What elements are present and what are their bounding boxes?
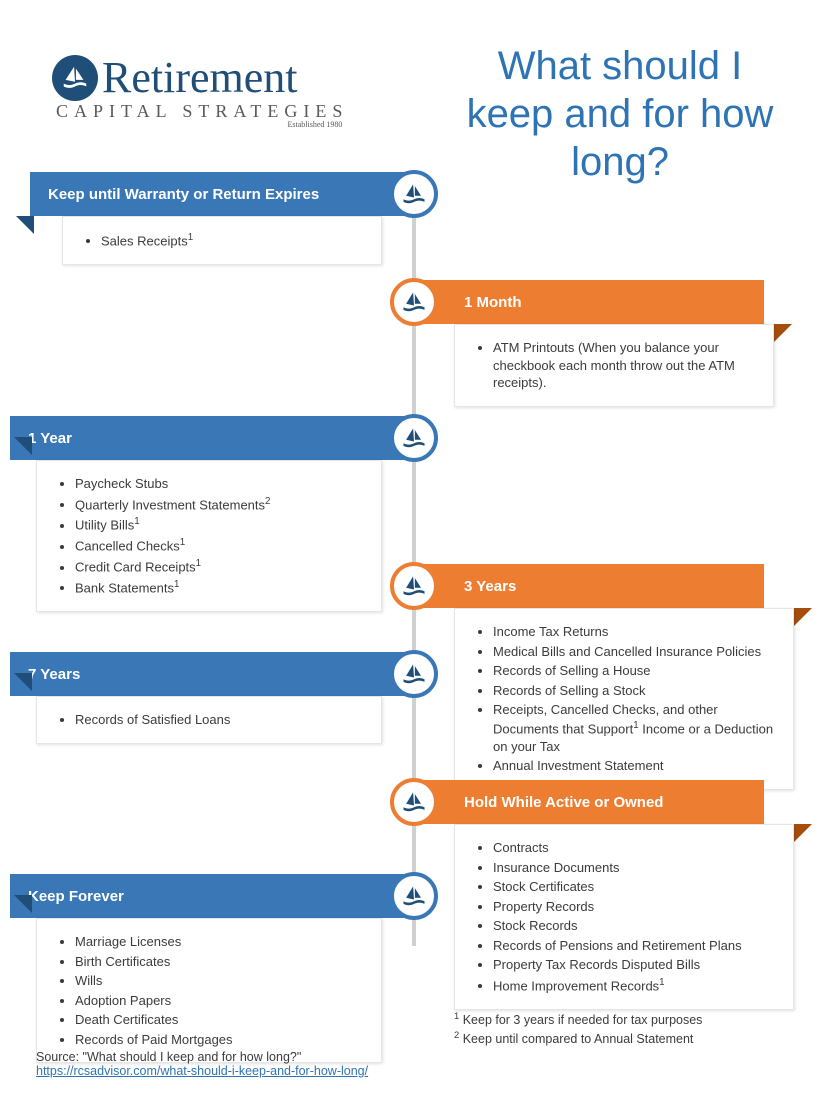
list-item: Records of Paid Mortgages	[75, 1031, 365, 1049]
section-header: 7 Years	[10, 652, 410, 696]
list-item: Sales Receipts1	[101, 231, 365, 250]
corner-fold	[14, 437, 32, 455]
section-body: Sales Receipts1	[62, 216, 382, 265]
section-header: Hold While Active or Owned	[414, 780, 764, 824]
timeline-medallion-icon	[390, 170, 438, 218]
source-link[interactable]: https://rcsadvisor.com/what-should-i-kee…	[36, 1064, 368, 1078]
timeline-medallion-icon	[390, 414, 438, 462]
list-item: Credit Card Receipts1	[75, 557, 365, 576]
list-item: Home Improvement Records1	[493, 976, 777, 995]
footnote-2: 2 Keep until compared to Annual Statemen…	[454, 1029, 774, 1048]
list-item: Records of Selling a Stock	[493, 682, 777, 700]
corner-fold	[14, 895, 32, 913]
list-item: Birth Certificates	[75, 953, 365, 971]
section-header: 3 Years	[414, 564, 764, 608]
list-item: Contracts	[493, 839, 777, 857]
sailboat-icon	[52, 55, 98, 101]
logo-main-text: Retirement	[102, 52, 298, 103]
section-body: Income Tax Returns Medical Bills and Canc…	[454, 608, 794, 790]
list-item: Property Records	[493, 898, 777, 916]
page-title: What should I keep and for how long?	[450, 42, 790, 186]
list-item: Income Tax Returns	[493, 623, 777, 641]
list-item: Marriage Licenses	[75, 933, 365, 951]
corner-fold	[794, 608, 812, 626]
list-item: Utility Bills1	[75, 515, 365, 534]
section-header: 1 Month	[414, 280, 764, 324]
list-item: Records of Pensions and Retirement Plans	[493, 937, 777, 955]
corner-fold	[16, 216, 34, 234]
logo-top-row: Retirement	[52, 52, 348, 103]
list-item: Adoption Papers	[75, 992, 365, 1010]
list-item: Annual Investment Statement	[493, 757, 777, 775]
section-header: Keep until Warranty or Return Expires	[30, 172, 410, 216]
company-logo: Retirement CAPITAL STRATEGIES Establishe…	[52, 52, 348, 129]
source-block: Source: "What should I keep and for how …	[36, 1050, 396, 1078]
timeline-medallion-icon	[390, 872, 438, 920]
page-root: Retirement CAPITAL STRATEGIES Establishe…	[0, 0, 824, 1099]
logo-sub-text: CAPITAL STRATEGIES	[56, 101, 348, 122]
list-item: Stock Certificates	[493, 878, 777, 896]
corner-fold	[774, 324, 792, 342]
list-item: Quarterly Investment Statements2	[75, 495, 365, 514]
list-item: Insurance Documents	[493, 859, 777, 877]
section-body: Contracts Insurance DocumentsStock Certif…	[454, 824, 794, 1010]
timeline-medallion-icon	[390, 650, 438, 698]
list-item: Medical Bills and Cancelled Insurance Po…	[493, 643, 777, 661]
list-item: Wills	[75, 972, 365, 990]
corner-fold	[794, 824, 812, 842]
corner-fold	[14, 673, 32, 691]
timeline-medallion-icon	[390, 278, 438, 326]
list-item: Cancelled Checks1	[75, 536, 365, 555]
footnotes-block: 1 Keep for 3 years if needed for tax pur…	[454, 1010, 774, 1048]
section-body: Records of Satisfied Loans	[36, 696, 382, 744]
section-body: Marriage Licenses Birth CertificatesWills…	[36, 918, 382, 1063]
list-item: Paycheck Stubs	[75, 475, 365, 493]
source-label: Source: "What should I keep and for how …	[36, 1050, 301, 1064]
list-item: ATM Printouts (When you balance your che…	[493, 339, 757, 392]
list-item: Receipts, Cancelled Checks, and other Do…	[493, 701, 777, 755]
list-item: Records of Selling a House	[493, 662, 777, 680]
section-header: 1 Year	[10, 416, 410, 460]
list-item: Death Certificates	[75, 1011, 365, 1029]
list-item: Records of Satisfied Loans	[75, 711, 365, 729]
timeline-medallion-icon	[390, 562, 438, 610]
section-body: ATM Printouts (When you balance your che…	[454, 324, 774, 407]
section-header: Keep Forever	[10, 874, 410, 918]
timeline-medallion-icon	[390, 778, 438, 826]
list-item: Property Tax Records Disputed Bills	[493, 956, 777, 974]
list-item: Bank Statements1	[75, 578, 365, 597]
list-item: Stock Records	[493, 917, 777, 935]
section-body: Paycheck Stubs Quarterly Investment State…	[36, 460, 382, 612]
footnote-1: 1 Keep for 3 years if needed for tax pur…	[454, 1010, 774, 1029]
